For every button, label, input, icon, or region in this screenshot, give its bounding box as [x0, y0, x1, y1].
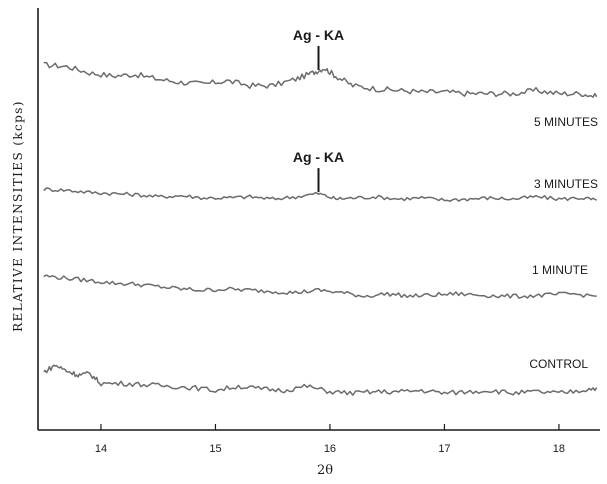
series-line-5-minutes [43, 61, 598, 98]
series-line-3-minutes [43, 187, 597, 202]
peak-label-1: Ag - KA [293, 149, 344, 165]
axes [37, 8, 600, 431]
series-line-control [43, 364, 598, 396]
x-tick-label-16: 16 [324, 443, 336, 455]
x-tick-label-14: 14 [95, 443, 107, 455]
x-tick-label-18: 18 [553, 443, 565, 455]
series-label-control: CONTROL [529, 357, 588, 371]
peak-annotations: Ag - KA Ag - KA [293, 27, 344, 193]
series-line-1-minute [43, 274, 597, 299]
x-tick-label-15: 15 [209, 443, 221, 455]
series-labels: 5 MINUTES 3 MINUTES 1 MINUTE CONTROL [529, 115, 598, 371]
x-tick-label-17: 17 [438, 443, 450, 455]
series-lines [43, 61, 598, 396]
x-axis-label: 2θ [317, 463, 333, 478]
series-label-5-minutes: 5 MINUTES [534, 115, 598, 129]
series-label-3-minutes: 3 MINUTES [534, 177, 598, 191]
series-label-1-minute: 1 MINUTE [532, 263, 588, 277]
y-axis-label: RELATIVE INTENSITIES (kcps) [11, 100, 25, 332]
peak-label-0: Ag - KA [293, 27, 344, 43]
x-ticks: 14 15 16 17 18 [95, 424, 565, 455]
